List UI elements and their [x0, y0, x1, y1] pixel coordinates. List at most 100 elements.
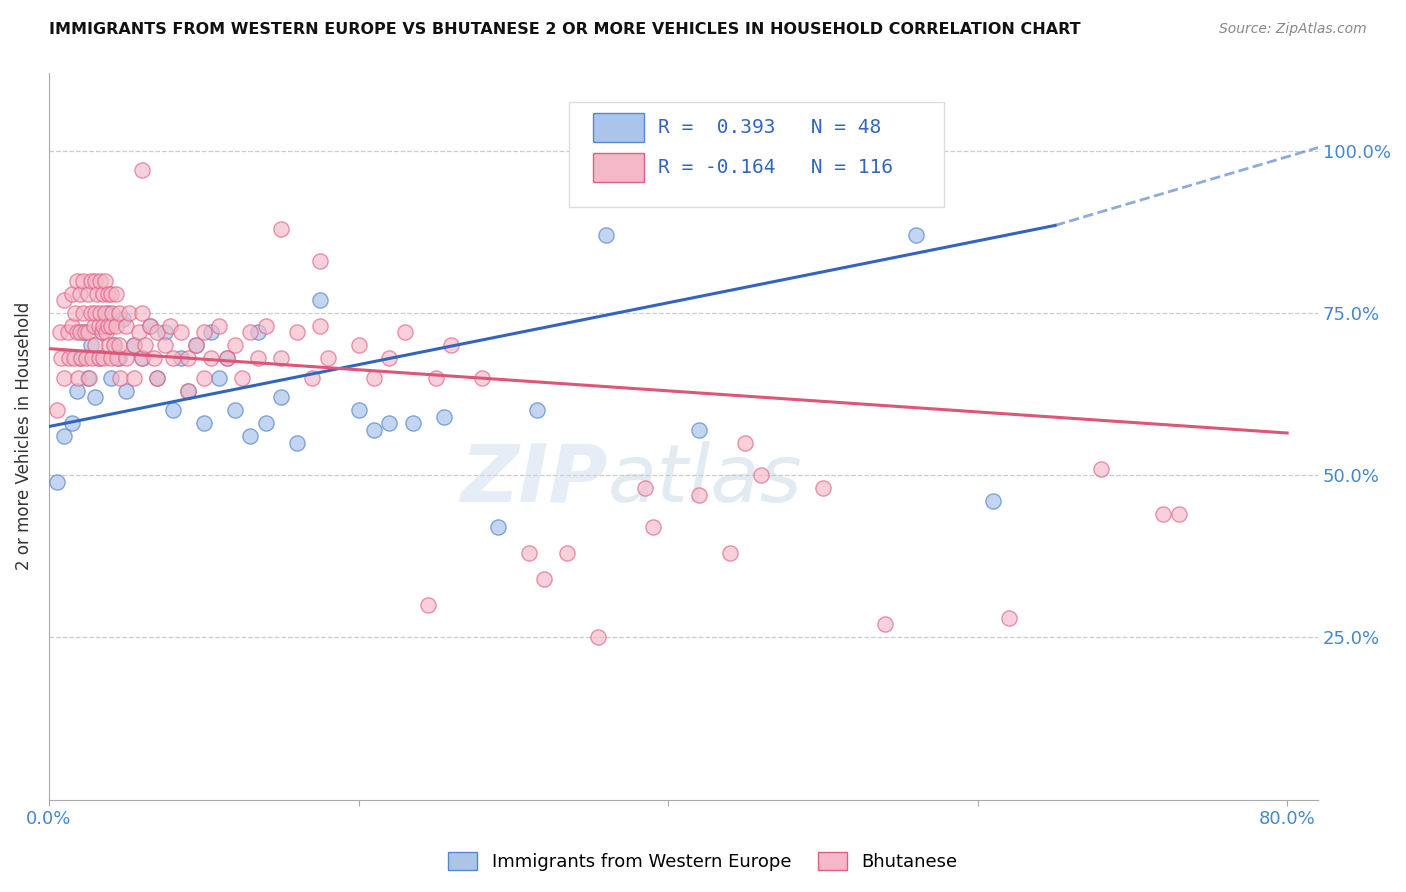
- Point: [224, 338, 246, 352]
- Point: [418, 598, 440, 612]
- Point: [72, 274, 94, 288]
- Point: [347, 403, 370, 417]
- Point: [122, 338, 145, 352]
- Point: [193, 417, 215, 431]
- Point: [67, 371, 90, 385]
- Point: [184, 338, 207, 352]
- Point: [270, 351, 292, 366]
- Point: [363, 371, 385, 385]
- Point: [378, 417, 401, 431]
- Y-axis label: 2 or more Vehicles in Household: 2 or more Vehicles in Household: [15, 302, 32, 570]
- Point: [77, 371, 100, 385]
- Text: R = -0.164   N = 116: R = -0.164 N = 116: [658, 158, 893, 177]
- Point: [200, 351, 222, 366]
- Point: [231, 371, 253, 385]
- Point: [246, 326, 269, 340]
- Point: [595, 228, 617, 243]
- Point: [159, 318, 181, 333]
- Point: [91, 326, 114, 340]
- Point: [75, 351, 97, 366]
- Point: [208, 371, 231, 385]
- Point: [402, 417, 425, 431]
- Point: [208, 318, 231, 333]
- Point: [80, 274, 103, 288]
- Point: [122, 338, 145, 352]
- Point: [84, 274, 107, 288]
- Point: [285, 326, 308, 340]
- Point: [89, 306, 111, 320]
- Point: [69, 326, 91, 340]
- Point: [62, 351, 84, 366]
- Point: [146, 371, 169, 385]
- Point: [76, 326, 98, 340]
- Point: [49, 326, 72, 340]
- Point: [100, 371, 122, 385]
- Point: [588, 631, 610, 645]
- Point: [45, 403, 67, 417]
- Point: [131, 163, 153, 178]
- Point: [100, 351, 122, 366]
- Point: [146, 326, 169, 340]
- Point: [84, 306, 107, 320]
- Point: [45, 475, 67, 489]
- Point: [904, 228, 927, 243]
- FancyBboxPatch shape: [569, 102, 943, 208]
- Point: [101, 306, 124, 320]
- Point: [215, 351, 238, 366]
- Point: [82, 351, 104, 366]
- Text: IMMIGRANTS FROM WESTERN EUROPE VS BHUTANESE 2 OR MORE VEHICLES IN HOUSEHOLD CORR: IMMIGRANTS FROM WESTERN EUROPE VS BHUTAN…: [49, 22, 1081, 37]
- Point: [138, 318, 160, 333]
- Point: [718, 546, 741, 560]
- Point: [80, 306, 103, 320]
- Point: [200, 326, 222, 340]
- Point: [138, 318, 160, 333]
- Point: [76, 371, 98, 385]
- Point: [58, 351, 80, 366]
- Point: [60, 318, 83, 333]
- Point: [634, 481, 657, 495]
- Point: [246, 351, 269, 366]
- Point: [73, 326, 96, 340]
- Point: [108, 371, 131, 385]
- Point: [69, 286, 91, 301]
- Point: [169, 351, 191, 366]
- Point: [87, 351, 110, 366]
- FancyBboxPatch shape: [593, 113, 644, 142]
- Point: [1090, 461, 1112, 475]
- Point: [87, 351, 110, 366]
- Point: [153, 326, 176, 340]
- Point: [51, 351, 73, 366]
- Point: [347, 338, 370, 352]
- Point: [60, 286, 83, 301]
- Point: [107, 338, 129, 352]
- Point: [98, 338, 121, 352]
- Point: [308, 293, 330, 307]
- Point: [146, 371, 169, 385]
- Point: [100, 286, 122, 301]
- Point: [239, 429, 262, 443]
- Point: [143, 351, 166, 366]
- Point: [177, 384, 200, 398]
- Point: [301, 371, 323, 385]
- Point: [100, 318, 122, 333]
- Point: [66, 274, 89, 288]
- Point: [184, 338, 207, 352]
- Point: [316, 351, 339, 366]
- Point: [91, 286, 114, 301]
- Point: [688, 423, 710, 437]
- Point: [997, 611, 1019, 625]
- Point: [134, 338, 156, 352]
- Point: [107, 351, 129, 366]
- Point: [115, 318, 138, 333]
- Point: [86, 286, 108, 301]
- Point: [93, 306, 115, 320]
- Point: [112, 312, 135, 326]
- Point: [60, 417, 83, 431]
- Point: [526, 403, 548, 417]
- Point: [103, 338, 125, 352]
- Point: [811, 481, 834, 495]
- Point: [517, 546, 540, 560]
- Point: [688, 488, 710, 502]
- Point: [440, 338, 463, 352]
- Point: [363, 423, 385, 437]
